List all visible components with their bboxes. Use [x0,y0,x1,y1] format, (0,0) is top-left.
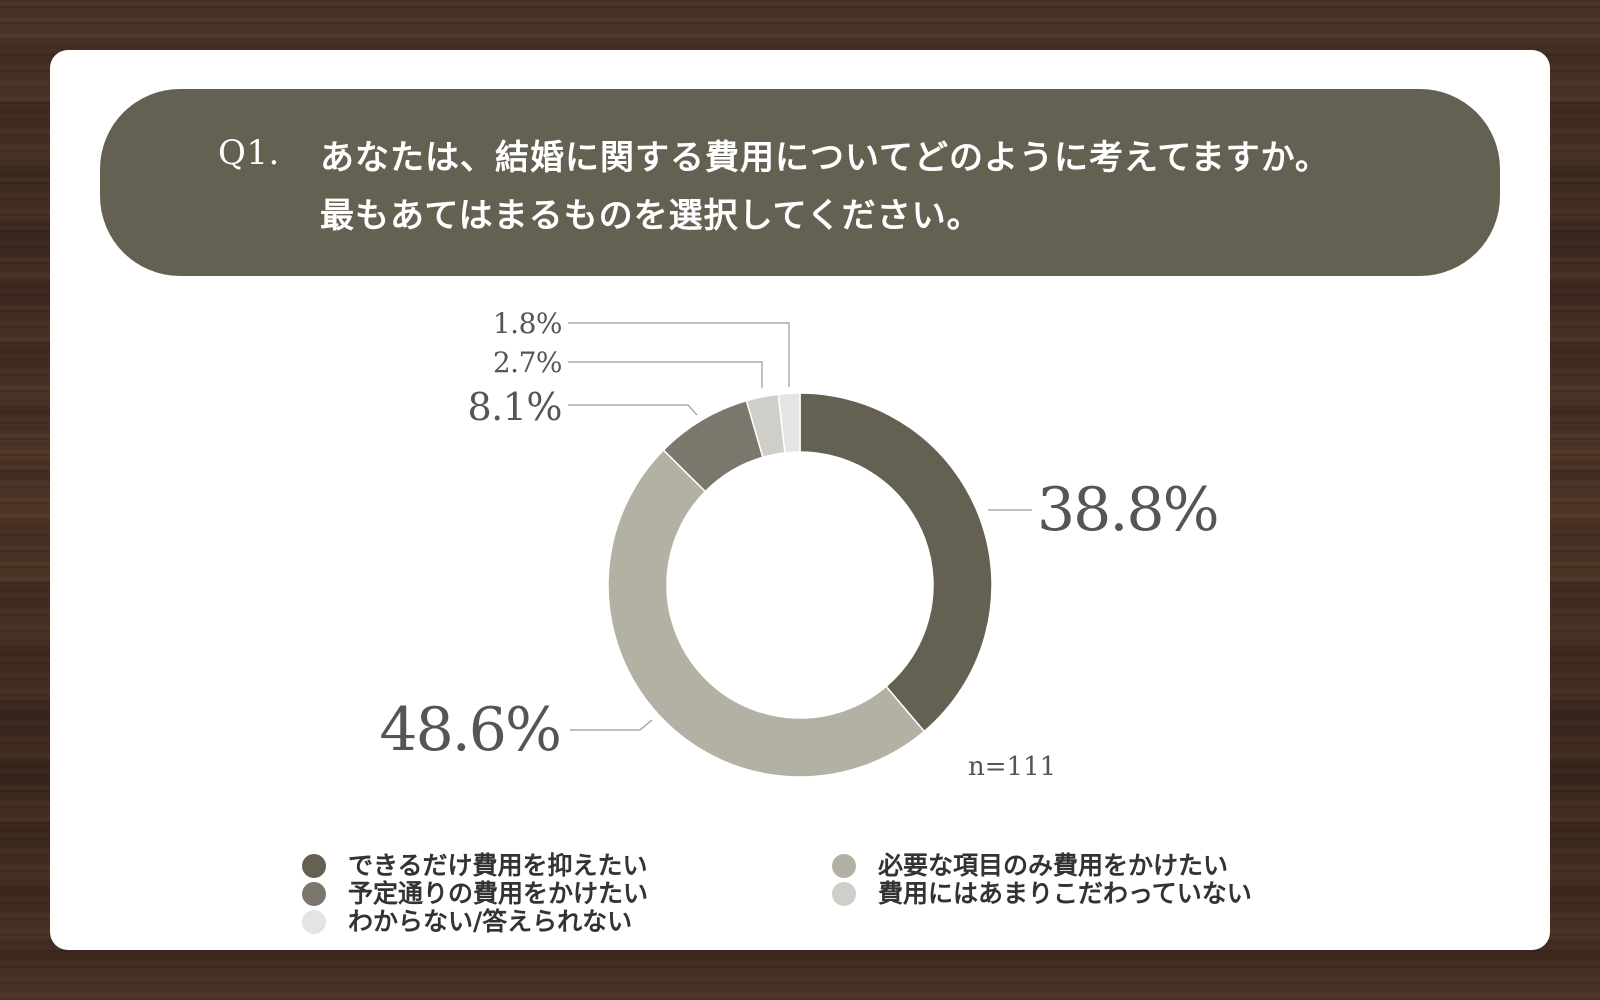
percent-label-3: 2.7% [493,346,562,379]
donut-slice-4 [777,392,801,454]
legend-label-0: できるだけ費用を抑えたい [348,851,648,880]
legend-label-4: わからない/答えられない [348,907,633,936]
percent-label-0: 38.8% [1037,475,1218,545]
leader-lines [568,322,1032,731]
donut-slice-1 [607,449,926,778]
legend-label-3: 費用にはあまりこだわっていない [878,879,1252,908]
legend-swatch-4 [302,910,326,934]
leader-line-3 [568,361,763,388]
legend-swatch-1 [832,854,856,878]
legend-swatch-3 [832,882,856,906]
donut-slices [607,392,993,778]
legend-label-2: 予定通りの費用をかけたい [348,879,649,908]
legend-swatch-2 [302,882,326,906]
question-text: あなたは、結婚に関する費用についてどのように考えてますか。 最もあてはまるものを… [320,129,1330,245]
sample-size-label: n=111 [968,752,1056,782]
percent-label-1: 48.6% [379,695,560,765]
leader-line-1 [570,719,653,731]
leader-line-2 [568,404,698,416]
question-banner: Q1. あなたは、結婚に関する費用についてどのように考えてますか。 最もあてはま… [100,89,1500,276]
legend-label-1: 必要な項目のみ費用をかけたい [878,851,1229,880]
leader-line-4 [568,322,790,387]
percent-label-4: 1.8% [493,307,562,340]
question-line-2: 最もあてはまるものを選択してください。 [320,196,982,236]
percent-labels: 38.8% 48.6% 8.1% 2.7% 1.8% [379,307,1219,765]
legend-swatch-0 [302,854,326,878]
donut-slice-0 [799,392,993,733]
percent-label-2: 8.1% [467,385,562,429]
question-line-1: あなたは、結婚に関する費用についてどのように考えてますか。 [320,138,1330,178]
question-number: Q1. [218,133,280,173]
